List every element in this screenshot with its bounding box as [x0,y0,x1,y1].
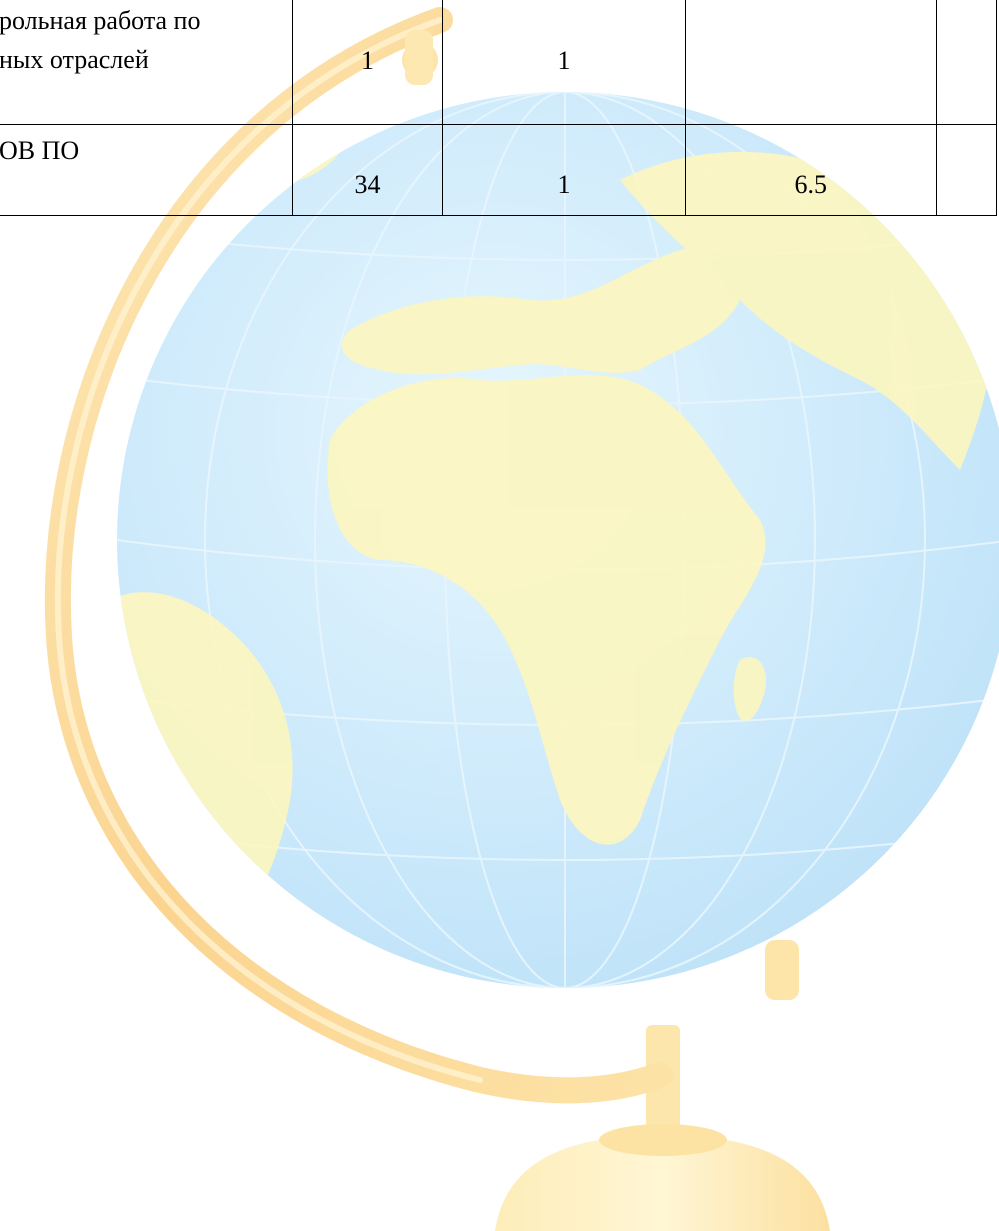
table-cell-label: ОВ ПО [0,124,293,216]
row-label: ОВ ПО [0,131,79,170]
results-table: рольная работа по ных отраслей 1 1 ОВ ПО… [0,0,998,216]
row-label-line-1: ОВ ПО [0,136,80,165]
table-cell: 1 [442,0,686,125]
cell-value: 34 [354,170,381,199]
table-cell: 1 [291,0,444,125]
row-label: рольная работа по ных отраслей [0,1,200,79]
row-label-line-1: рольная работа по [0,6,201,35]
table-cell: 34 [291,124,444,216]
cell-value: 6.5 [794,170,828,199]
row-label-line-2: ных отраслей [0,45,149,74]
table-row: рольная работа по ных отраслей 1 1 [0,0,998,125]
globe-sphere [117,92,999,988]
table-row: ОВ ПО 34 1 6.5 [0,124,998,216]
table-cell [935,0,998,125]
cell-value: 1 [557,170,571,199]
cell-value: 1 [557,46,571,75]
table-cell: 6.5 [684,124,937,216]
globe-stand [495,1025,830,1231]
cell-value: 1 [360,46,374,75]
table-cell [935,124,998,216]
table-cell: 1 [442,124,686,216]
table-cell [684,0,937,125]
table-cell-label: рольная работа по ных отраслей [0,0,293,125]
